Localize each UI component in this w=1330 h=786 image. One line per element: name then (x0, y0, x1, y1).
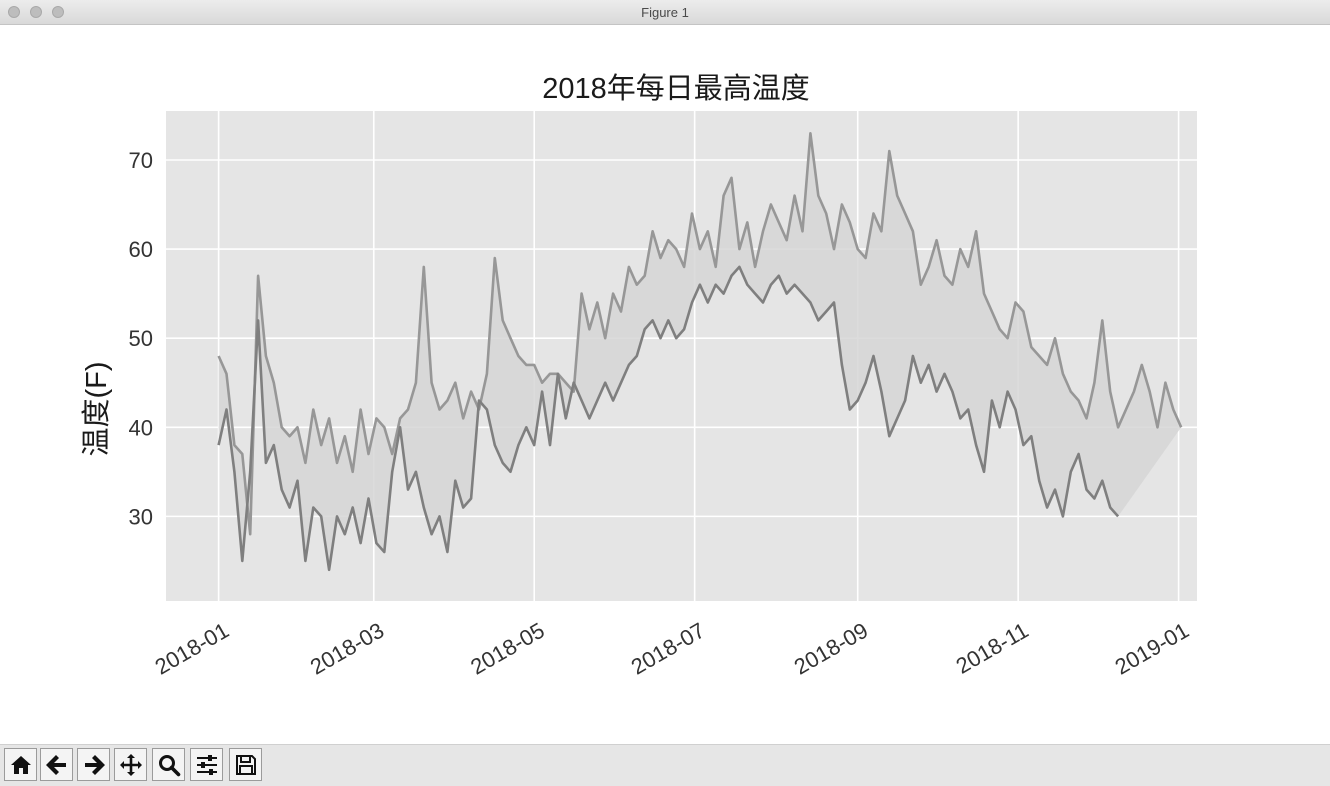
y-tick-label: 30 (129, 504, 153, 529)
y-tick-labels: 30 40 50 60 70 (129, 148, 153, 529)
forward-button[interactable] (77, 748, 110, 781)
fill-between-area (218, 133, 1182, 570)
x-tick-label: 2018-09 (790, 618, 872, 680)
y-tick-label: 40 (129, 415, 153, 440)
zoom-window-icon[interactable] (52, 6, 64, 18)
grid-lines (166, 111, 1197, 601)
x-tick-label: 2018-05 (466, 618, 548, 680)
high-temperature-line (217, 132, 1183, 536)
y-axis-label: 温度(F) (80, 361, 113, 456)
x-tick-label: 2018-07 (627, 618, 709, 680)
plot-area (166, 111, 1197, 601)
minimize-window-icon[interactable] (30, 6, 42, 18)
pan-icon (120, 754, 142, 776)
window-titlebar: Figure 1 (0, 0, 1330, 25)
zoom-icon (159, 755, 181, 777)
x-tick-label: 2018-03 (306, 618, 388, 680)
sliders-icon (197, 755, 217, 775)
y-tick-label: 70 (129, 148, 153, 173)
back-arrow-icon (46, 755, 66, 775)
save-icon (236, 755, 256, 775)
navigation-toolbar (0, 744, 1330, 786)
chart-title: 2018年每日最高温度 (542, 72, 810, 105)
pan-button[interactable] (114, 748, 147, 781)
home-icon (11, 756, 31, 774)
x-tick-label: 2019-01 (1111, 618, 1193, 680)
x-tick-labels: 2018-01 2018-03 2018-05 2018-07 2018-09 2018-… (151, 618, 1193, 680)
zoom-button[interactable] (152, 748, 185, 781)
x-tick-label: 2018-11 (952, 618, 1033, 679)
low-temperature-line (217, 265, 1120, 572)
save-button[interactable] (229, 748, 262, 781)
configure-subplots-button[interactable] (190, 748, 223, 781)
close-window-icon[interactable] (8, 6, 20, 18)
home-button[interactable] (4, 748, 37, 781)
back-button[interactable] (40, 748, 73, 781)
x-tick-label: 2018-01 (151, 618, 233, 680)
y-tick-label: 60 (129, 237, 153, 262)
forward-arrow-icon (85, 755, 105, 775)
window-title: Figure 1 (641, 5, 689, 20)
y-tick-label: 50 (129, 326, 153, 351)
